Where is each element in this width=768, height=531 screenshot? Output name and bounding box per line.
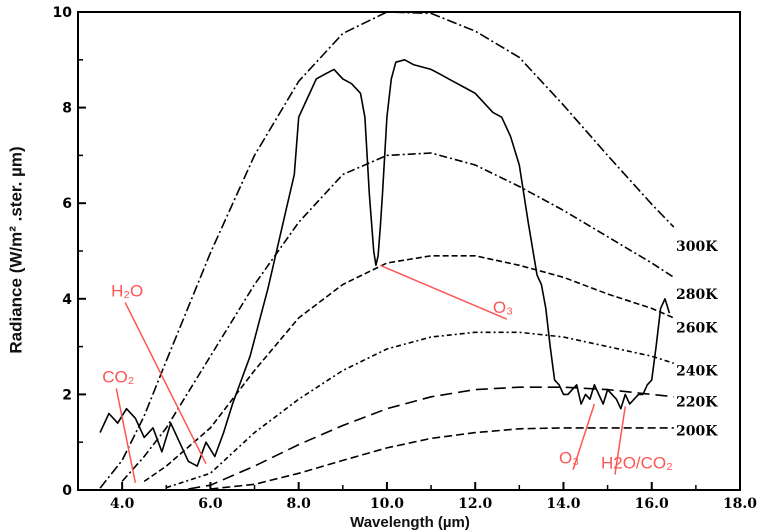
- x-tick-label: 16.0: [635, 496, 669, 512]
- curve-label: 300K: [676, 239, 718, 255]
- annotation-leader-line: [614, 406, 626, 475]
- annotation-leader-line: [380, 264, 508, 320]
- curve-label: 200K: [676, 423, 718, 439]
- curve-label: 260K: [676, 320, 718, 336]
- y-tick-label: 8: [62, 101, 72, 117]
- blackbody-curve-300K: [99, 11, 675, 489]
- curve-label: 240K: [676, 364, 718, 380]
- annotation-leader-line: [572, 403, 596, 470]
- annotation-label: H2O/CO₂: [601, 453, 673, 472]
- x-tick-label: 8.0: [286, 496, 311, 512]
- annotation-label: CO₂: [102, 367, 134, 386]
- blackbody-curve-240K: [166, 331, 675, 489]
- blackbody-curve-200K: [210, 427, 674, 490]
- y-tick-label: 0: [62, 483, 72, 499]
- x-tick-label: 18.0: [723, 496, 757, 512]
- y-tick-label: 4: [62, 292, 72, 308]
- y-tick-label: 6: [62, 196, 72, 212]
- x-tick-label: 6.0: [198, 496, 223, 512]
- annotation-label: H₂O: [111, 281, 143, 300]
- x-tick-label: 12.0: [458, 496, 492, 512]
- x-tick-label: 4.0: [110, 496, 135, 512]
- plot-frame: [77, 11, 741, 491]
- measured-spectrum-line: [99, 59, 671, 467]
- annotation-label: O₃: [559, 449, 579, 468]
- blackbody-curve-280K: [121, 152, 675, 482]
- x-tick-label: 10.0: [370, 496, 404, 512]
- annotation-leader-line: [124, 302, 207, 465]
- annotation-leader-line: [115, 388, 137, 483]
- y-tick-label: 10: [53, 5, 73, 21]
- x-tick-label: 14.0: [546, 496, 580, 512]
- curve-label: 280K: [676, 287, 718, 303]
- blackbody-curve-220K: [188, 386, 674, 490]
- y-tick-label: 2: [62, 387, 72, 403]
- annotation-label: O₃: [493, 298, 513, 317]
- blackbody-curve-260K: [143, 255, 675, 483]
- curve-label: 220K: [676, 395, 718, 411]
